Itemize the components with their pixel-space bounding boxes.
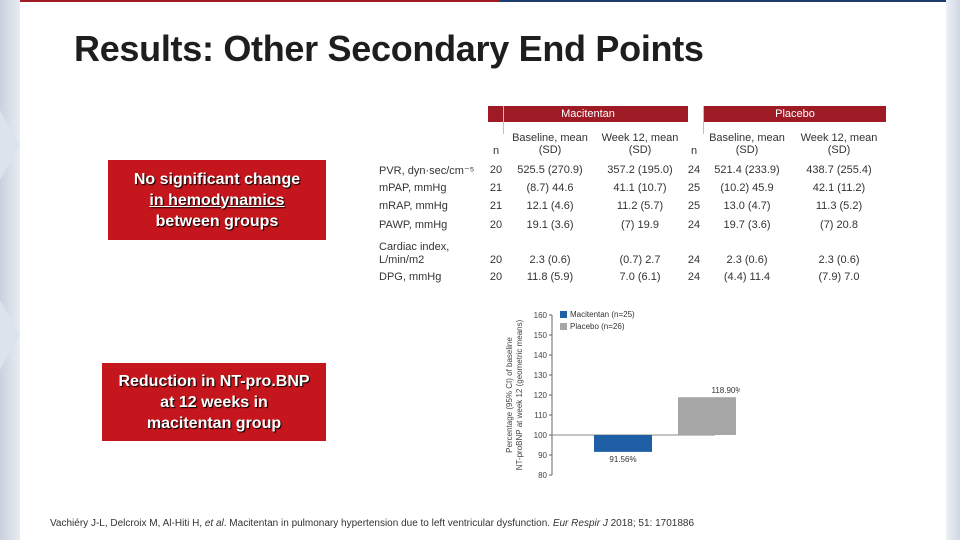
cell-mac-n: 21 <box>489 200 503 212</box>
cell-pbo-week12: 2.3 (0.6) <box>818 254 860 266</box>
y-axis-label: NT-proBNP at week 12 (geometric means) <box>515 319 524 470</box>
cell-pbo-n: 24 <box>687 271 701 283</box>
y-tick-label: 110 <box>534 411 547 420</box>
column-divider <box>703 106 704 134</box>
data-label: 118.90% <box>712 386 741 395</box>
cell-pbo-week12: 11.3 (5.2) <box>815 200 863 212</box>
cell-pbo-n: 24 <box>687 254 701 266</box>
citation-text: 2018; 51: 1701886 <box>607 518 695 529</box>
callout-text: Reduction in NT-pro.BNP <box>118 372 310 390</box>
chart-canvas: Percentage (95% CI) of baseline NT-proBNP… <box>505 310 741 480</box>
cell-pbo-week12: (7.9) 7.0 <box>818 271 860 283</box>
cell-pbo-week12: 438.7 (255.4) <box>806 164 872 176</box>
left-decorative-band <box>0 0 20 540</box>
cell-mac-baseline: 525.5 (270.9) <box>517 164 583 176</box>
cell-mac-week12: 11.2 (5.7) <box>616 200 664 212</box>
legend-swatch <box>560 311 567 318</box>
hemodynamics-callout: No significant change in hemodynamics be… <box>108 160 326 240</box>
cell-mac-n: 20 <box>489 254 503 266</box>
cell-mac-baseline: 19.1 (3.6) <box>526 219 574 231</box>
hemodynamics-table: Macitentan Placebo n Baseline, mean (SD) … <box>379 106 886 283</box>
cell-mac-baseline: 12.1 (4.6) <box>526 200 574 212</box>
header-n: n <box>492 145 500 157</box>
cell-pbo-baseline: 13.0 (4.7) <box>723 200 771 212</box>
ntprobnp-bar-chart: Percentage (95% CI) of baseline NT-proBNP… <box>500 305 740 505</box>
cell-mac-week12: (0.7) 2.7 <box>619 254 661 266</box>
cell-pbo-baseline: 521.4 (233.9) <box>714 164 780 176</box>
ntprobnp-callout: Reduction in NT-pro.BNP at 12 weeks in m… <box>102 363 326 441</box>
cell-mac-n: 20 <box>489 271 503 283</box>
callout-text: at 12 weeks in <box>160 393 268 411</box>
cell-pbo-baseline: (10.2) 45.9 <box>720 182 774 194</box>
cell-mac-n: 20 <box>489 219 503 231</box>
citation-journal: Eur Respir J <box>552 518 608 529</box>
callout-text: in hemodynamics <box>149 191 285 209</box>
data-label: 91.56% <box>609 455 636 464</box>
row-label: Cardiac index, L/min/m2 <box>379 241 450 266</box>
row-label: mRAP, mmHg <box>379 200 448 212</box>
y-tick-label: 150 <box>534 331 548 340</box>
cell-pbo-n: 24 <box>687 164 701 176</box>
header-baseline: Baseline, mean (SD) <box>709 132 785 156</box>
bar-macitentan <box>594 435 652 452</box>
legend-label: Macitentan (n=25) <box>570 310 635 319</box>
callout-text: macitentan group <box>146 414 282 432</box>
row-label: PVR, dyn·sec/cm⁻⁵ <box>379 165 475 177</box>
bar-placebo <box>678 397 736 435</box>
legend-label: Placebo (n=26) <box>570 322 625 331</box>
cell-pbo-n: 24 <box>687 219 701 231</box>
top-rule-red <box>20 0 500 2</box>
top-rule-navy <box>500 0 946 2</box>
slide-title: Results: Other Secondary End Points <box>74 28 704 69</box>
cell-mac-baseline: (8.7) 44.6 <box>526 182 574 194</box>
column-divider <box>503 106 504 134</box>
cell-pbo-n: 25 <box>687 182 701 194</box>
y-tick-label: 140 <box>534 351 548 360</box>
cell-pbo-baseline: 2.3 (0.6) <box>726 254 768 266</box>
citation-text: . Macitentan in pulmonary hypertension d… <box>223 518 553 529</box>
row-label: DPG, mmHg <box>379 271 442 283</box>
legend-swatch <box>560 323 567 330</box>
cell-mac-week12: 41.1 (10.7) <box>613 182 667 194</box>
header-week12: Week 12, mean (SD) <box>800 132 878 156</box>
citation-footer: Vachiéry J-L, Delcroix M, Al-Hiti H, et … <box>50 518 694 529</box>
cell-mac-n: 20 <box>489 164 503 176</box>
left-chevron-decoration <box>0 300 20 370</box>
y-tick-label: 80 <box>538 471 547 480</box>
group-header-placebo: Placebo <box>704 106 886 122</box>
cell-pbo-n: 25 <box>687 200 701 212</box>
cell-mac-baseline: 11.8 (5.9) <box>526 271 574 283</box>
cell-mac-baseline: 2.3 (0.6) <box>529 254 571 266</box>
cell-pbo-baseline: (4.4) 11.4 <box>723 271 771 283</box>
y-axis-label: Percentage (95% CI) of baseline <box>505 337 514 453</box>
cell-mac-week12: 7.0 (6.1) <box>619 271 661 283</box>
callout-text: No significant change <box>133 170 301 188</box>
cell-mac-week12: 357.2 (195.0) <box>607 164 673 176</box>
y-tick-label: 90 <box>538 451 547 460</box>
row-label: mPAP, mmHg <box>379 182 447 194</box>
right-decorative-band <box>946 0 960 540</box>
y-tick-label: 120 <box>534 391 548 400</box>
header-n: n <box>690 145 698 157</box>
cell-mac-n: 21 <box>489 182 503 194</box>
callout-text: between groups <box>155 212 279 230</box>
citation-etal: et al <box>204 518 224 529</box>
cell-pbo-week12: 42.1 (11.2) <box>812 182 866 194</box>
cell-mac-week12: (7) 19.9 <box>621 219 659 231</box>
y-tick-label: 130 <box>534 371 548 380</box>
y-tick-label: 100 <box>534 431 548 440</box>
cell-pbo-baseline: 19.7 (3.6) <box>723 219 771 231</box>
header-baseline: Baseline, mean (SD) <box>512 132 588 156</box>
group-header-macitentan: Macitentan <box>488 106 688 122</box>
header-week12: Week 12, mean (SD) <box>601 132 679 156</box>
row-label: PAWP, mmHg <box>379 219 448 231</box>
cell-pbo-week12: (7) 20.8 <box>820 219 858 231</box>
y-tick-label: 160 <box>534 311 548 320</box>
citation-text: Vachiéry J-L, Delcroix M, Al-Hiti H, <box>50 518 205 529</box>
